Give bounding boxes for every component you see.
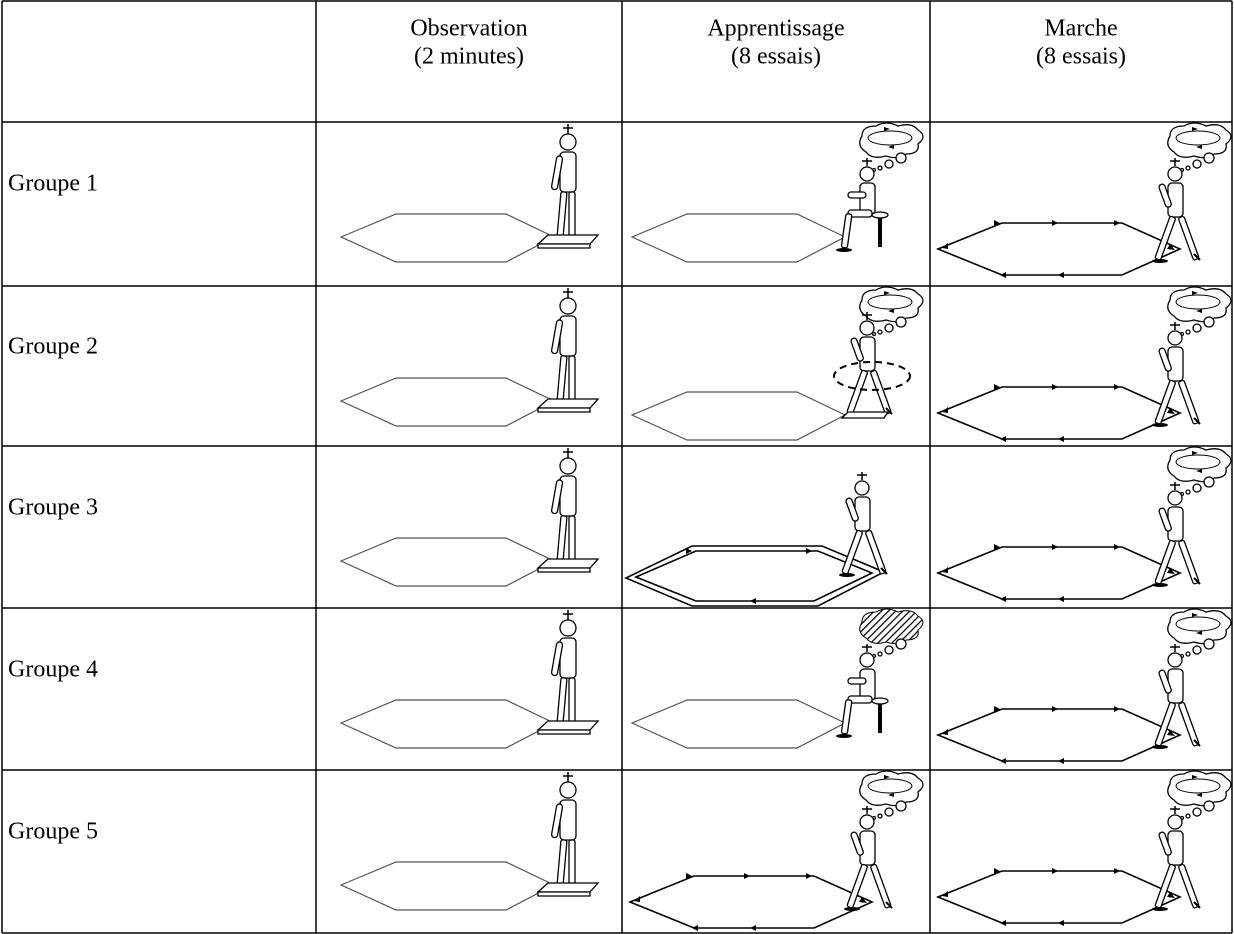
learning-illustration (631, 286, 924, 441)
column-title: Apprentissage (707, 16, 844, 42)
row-labels: Groupe 1 Groupe 2 Groupe 3 Groupe 4 Grou… (8, 171, 98, 845)
row-label: Groupe 2 (8, 334, 98, 360)
observation-illustration (340, 771, 599, 911)
observation-illustration (340, 447, 599, 587)
row-label: Groupe 3 (8, 495, 98, 521)
walking-illustration (937, 122, 1232, 279)
column-title: Observation (410, 16, 527, 42)
column-detail: (8 essais) (1036, 44, 1126, 70)
illustrations (340, 122, 1232, 932)
walking-illustration (937, 286, 1232, 443)
row-label: Groupe 1 (8, 171, 98, 197)
learning-illustration (631, 122, 924, 263)
observation-illustration (340, 123, 599, 263)
observation-illustration (340, 609, 599, 749)
walking-illustration (937, 608, 1232, 765)
learning-illustration (631, 608, 924, 749)
column-detail: (8 essais) (731, 44, 821, 70)
row-label: Groupe 5 (8, 819, 98, 845)
header: Observation (2 minutes) Apprentissage (8… (410, 16, 1126, 70)
walking-illustration (937, 446, 1232, 603)
column-title: Marche (1044, 16, 1117, 42)
column-detail: (2 minutes) (414, 44, 524, 70)
learning-illustration (629, 770, 924, 932)
observation-illustration (340, 287, 599, 427)
learning-illustration (625, 471, 888, 607)
row-label: Groupe 4 (8, 657, 98, 683)
walking-illustration (937, 770, 1232, 927)
